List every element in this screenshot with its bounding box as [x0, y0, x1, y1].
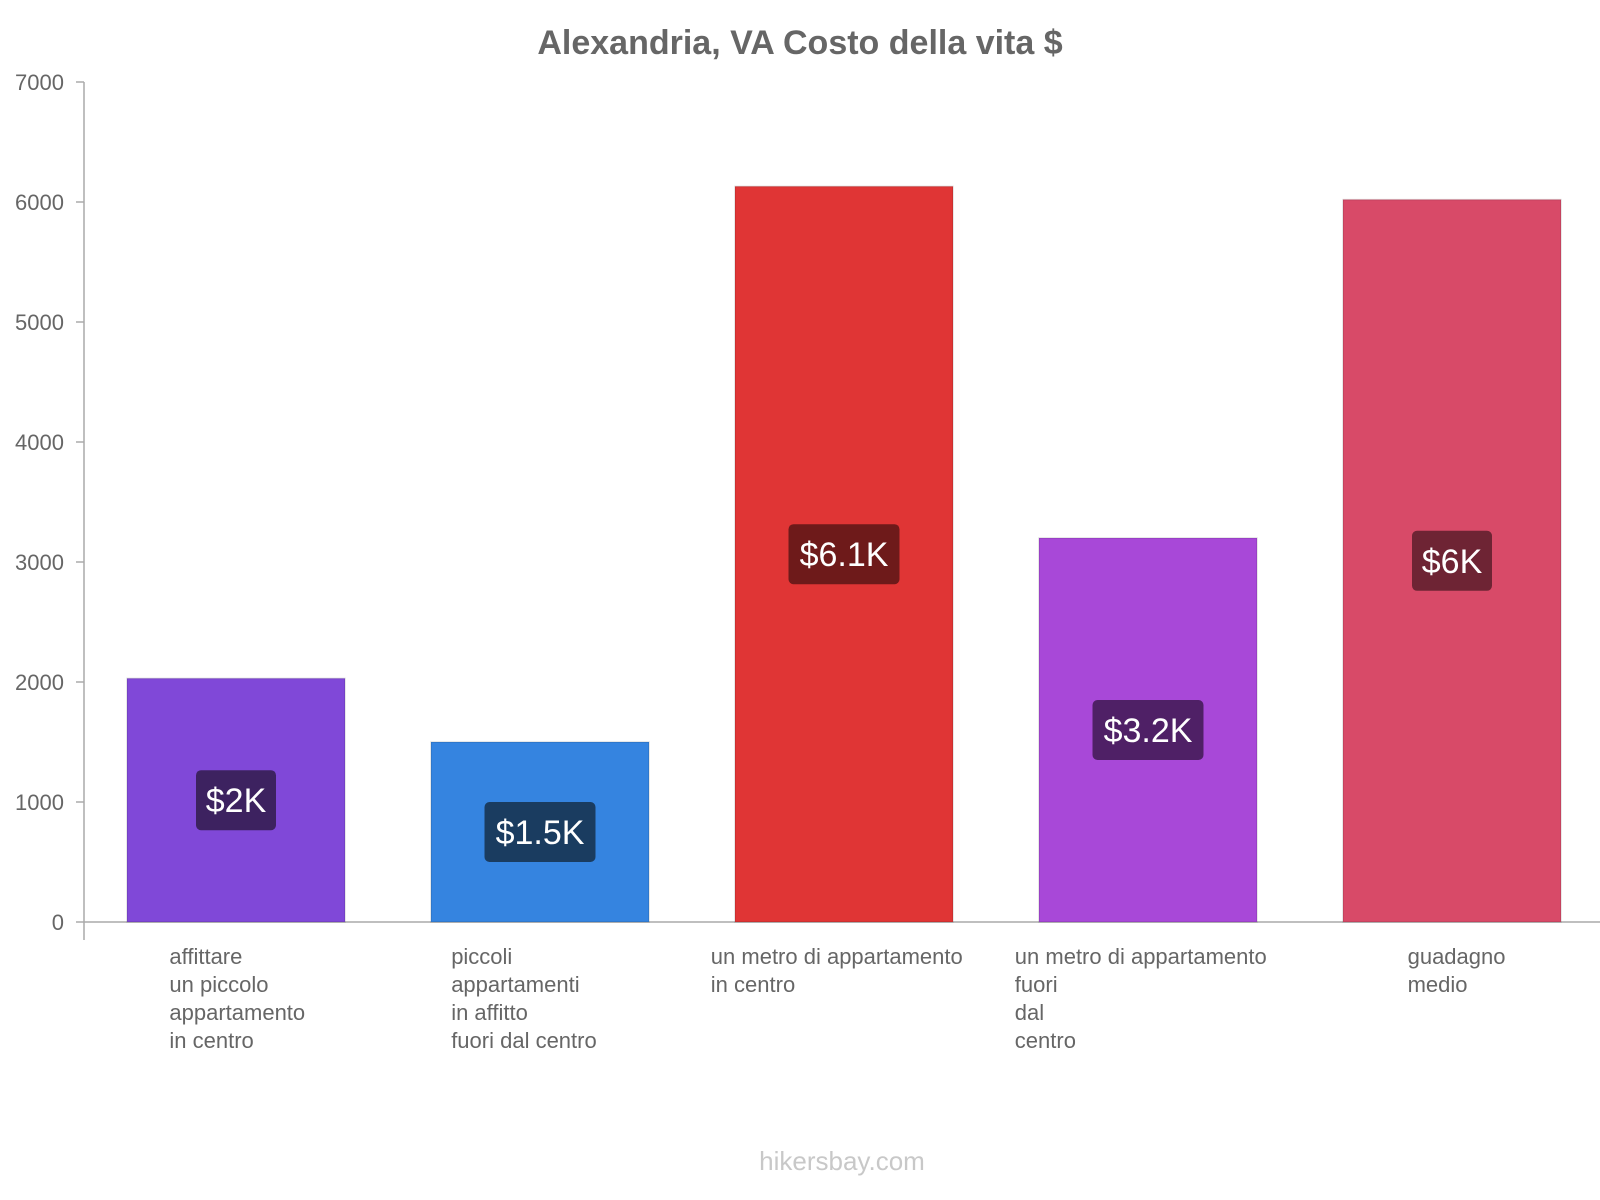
data-label-bg [196, 770, 276, 831]
y-tick-label: 2000 [15, 670, 64, 695]
y-tick-label: 7000 [15, 70, 64, 95]
data-label-bg [788, 524, 900, 585]
category-label-line: dal [1015, 1000, 1044, 1025]
category-label-line: guadagno [1408, 944, 1506, 969]
data-label: $2K [206, 782, 267, 820]
y-tick-label: 5000 [15, 310, 64, 335]
data-label: $1.5K [496, 814, 585, 852]
category-label-line: affittare [169, 944, 242, 969]
y-tick-label: 0 [52, 910, 64, 935]
category-label-line: medio [1408, 972, 1468, 997]
category-label-line: appartamento [169, 1000, 305, 1025]
data-label-bg [484, 802, 596, 862]
category-label: un metro di appartamento fuori dal centro [1015, 944, 1267, 1053]
category-label-line: in centro [169, 1028, 253, 1053]
category-label: guadagno medio [1408, 944, 1506, 997]
category-label-line: un piccolo [169, 972, 268, 997]
y-tick-label: 1000 [15, 790, 64, 815]
y-tick-label: 6000 [15, 190, 64, 215]
category-labels: affittare un piccolo appartamento in centro… [169, 944, 1505, 1053]
y-tick-label: 3000 [15, 550, 64, 575]
data-label: $6K [1422, 543, 1483, 581]
footer-watermark: hikersbay.com [759, 1146, 925, 1176]
category-label-line: fuori [1015, 972, 1058, 997]
category-label-line: in centro [711, 972, 795, 997]
category-label-line: piccoli [451, 944, 512, 969]
chart-title: Alexandria, VA Costo della vita $ [537, 24, 1062, 62]
y-axis-ticks: 0 1000 2000 3000 4000 5000 6000 7000 [15, 70, 84, 935]
category-label-line: fuori dal centro [451, 1028, 597, 1053]
data-label: $6.1K [800, 536, 889, 574]
category-label-line: appartamenti [451, 972, 579, 997]
category-label: affittare un piccolo appartamento in centro [169, 944, 305, 1053]
category-label-line: centro [1015, 1028, 1076, 1053]
data-label-bg [1092, 700, 1204, 760]
y-tick-label: 4000 [15, 430, 64, 455]
data-label-bg [1412, 530, 1492, 591]
category-label: piccoli appartamenti in affitto fuori dal c… [451, 944, 597, 1053]
data-label: $3.2K [1104, 712, 1193, 750]
category-label-line: un metro di appartamento [1015, 944, 1267, 969]
category-label-line: un metro di appartamento [711, 944, 963, 969]
data-labels: $2K $1.5K $6.1K $3.2K $6K [196, 524, 1492, 862]
category-label: un metro di appartamento in centro [711, 944, 963, 997]
category-label-line: in affitto [451, 1000, 528, 1025]
